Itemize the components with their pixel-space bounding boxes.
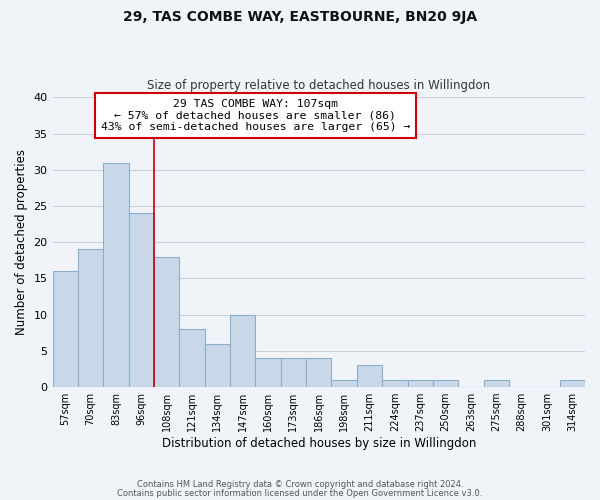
Bar <box>560 380 585 387</box>
Bar <box>179 329 205 387</box>
Y-axis label: Number of detached properties: Number of detached properties <box>15 149 28 335</box>
Bar <box>256 358 281 387</box>
X-axis label: Distribution of detached houses by size in Willingdon: Distribution of detached houses by size … <box>161 437 476 450</box>
Text: 29, TAS COMBE WAY, EASTBOURNE, BN20 9JA: 29, TAS COMBE WAY, EASTBOURNE, BN20 9JA <box>123 10 477 24</box>
Title: Size of property relative to detached houses in Willingdon: Size of property relative to detached ho… <box>147 79 490 92</box>
Bar <box>331 380 357 387</box>
Bar <box>407 380 433 387</box>
Bar <box>357 366 382 387</box>
Bar <box>306 358 331 387</box>
Bar <box>154 256 179 387</box>
Bar <box>230 314 256 387</box>
Bar <box>484 380 509 387</box>
Bar <box>281 358 306 387</box>
Bar <box>433 380 458 387</box>
Text: 29 TAS COMBE WAY: 107sqm
← 57% of detached houses are smaller (86)
43% of semi-d: 29 TAS COMBE WAY: 107sqm ← 57% of detach… <box>101 99 410 132</box>
Bar <box>205 344 230 387</box>
Bar <box>78 250 103 387</box>
Bar <box>103 162 128 387</box>
Text: Contains HM Land Registry data © Crown copyright and database right 2024.: Contains HM Land Registry data © Crown c… <box>137 480 463 489</box>
Text: Contains public sector information licensed under the Open Government Licence v3: Contains public sector information licen… <box>118 489 482 498</box>
Bar <box>128 213 154 387</box>
Bar <box>53 271 78 387</box>
Bar <box>382 380 407 387</box>
